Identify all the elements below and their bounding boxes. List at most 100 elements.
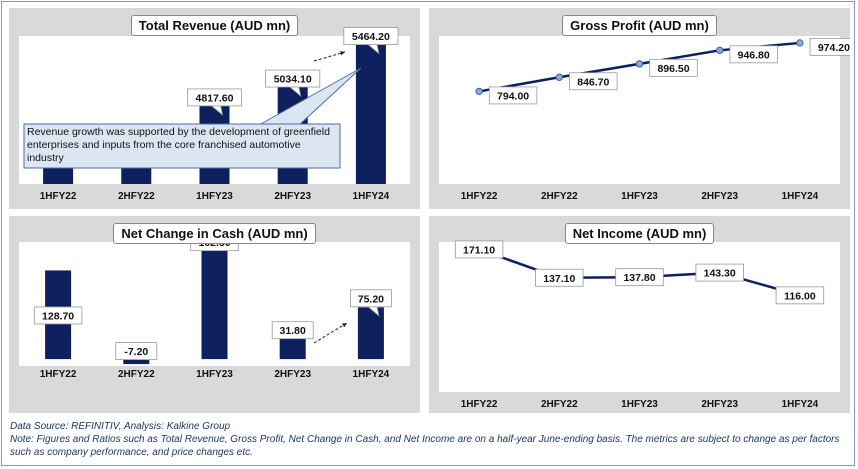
data-label: -7.20 — [124, 346, 148, 358]
point-value-label: 794.00 — [488, 86, 538, 105]
label-box — [454, 240, 504, 259]
point-value-label: 846.70 — [569, 72, 618, 91]
data-point — [475, 87, 483, 96]
point-value-label: 171.10 — [454, 240, 504, 259]
gross-profit-chart: 794.00 1HFY22 846.70 2HFY22 896.50 1HFY23 946.… — [439, 36, 850, 202]
x-tick-label: 2HFY22 — [541, 399, 578, 410]
footnote: Note: Figures and Ratios such as Total R… — [10, 434, 840, 458]
chart-title: Net Change in Cash (AUD mn) — [113, 223, 316, 244]
label-box — [775, 286, 825, 305]
total-revenue-chart: 4215.401HFY224326.102HFY224817.601HFY235… — [19, 27, 410, 202]
chart-title: Gross Profit (AUD mn) — [562, 15, 717, 36]
x-tick-label: 2HFY22 — [541, 191, 578, 202]
footer: Data Source: REFINITIV, Analysis: Kalkin… — [10, 420, 850, 459]
net-change-cash-chart: 128.701HFY22-7.202HFY22162.501HFY2331.80… — [19, 233, 410, 380]
x-tick-label: 1HFY22 — [461, 191, 498, 202]
label-box — [33, 306, 83, 325]
chart-title: Net Income (AUD mn) — [564, 223, 715, 244]
bar-value-label: -7.20 — [115, 342, 158, 361]
x-tick-label: 1HFY23 — [196, 191, 233, 202]
plot-area — [439, 242, 840, 392]
data-label: 137.10 — [543, 273, 575, 285]
point-value-label: 896.50 — [649, 58, 698, 77]
x-tick-label: 1HFY23 — [621, 191, 658, 202]
data-label: 5034.10 — [274, 74, 312, 86]
data-label: 116.00 — [784, 290, 816, 302]
chart-title: Total Revenue (AUD mn) — [130, 15, 299, 36]
label-box — [349, 289, 392, 308]
bar-value-label: 128.70 — [33, 306, 83, 325]
data-label: 171.10 — [463, 244, 495, 256]
point-value-label: 946.80 — [729, 45, 778, 64]
net-income-chart: 171.10 1HFY22 137.10 2HFY22 137.80 1HFY23 143.… — [439, 240, 840, 410]
annotation: Revenue growth was supported by the deve… — [27, 126, 330, 164]
annotation-text: Revenue growth was supported by the deve… — [27, 126, 330, 164]
data-label: 846.70 — [577, 76, 609, 88]
data-label: 128.70 — [42, 310, 74, 322]
annotation-box — [23, 123, 341, 169]
label-box — [615, 268, 664, 287]
plot-area — [439, 36, 840, 184]
bar — [279, 337, 306, 360]
bar-value-label: 31.80 — [271, 321, 314, 340]
x-tick-label: 2HFY22 — [118, 369, 155, 380]
bar-value-label: 5464.20 — [343, 27, 399, 55]
label-box — [488, 86, 538, 105]
x-tick-label: 1HFY24 — [353, 369, 390, 380]
x-tick-label: 1HFY24 — [782, 399, 819, 410]
x-tick-label: 2HFY23 — [701, 399, 738, 410]
data-source: Data Source: REFINITIV, Analysis: Kalkin… — [10, 421, 231, 432]
total-revenue-panel: 4215.401HFY224326.102HFY224817.601HFY235… — [9, 8, 420, 209]
label-box — [271, 321, 314, 340]
point-value-label: 974.20 — [809, 38, 850, 56]
data-label: 896.50 — [657, 63, 689, 75]
data-label: 31.80 — [280, 325, 306, 337]
x-tick-label: 1HFY22 — [40, 369, 77, 380]
data-point — [796, 39, 804, 47]
net-income-panel: 171.10 1HFY22 137.10 2HFY22 137.80 1HFY23 143.… — [429, 216, 850, 413]
label-box — [809, 38, 850, 56]
bar — [355, 39, 386, 185]
x-tick-label: 2HFY22 — [118, 191, 155, 202]
x-tick-label: 2HFY23 — [274, 369, 311, 380]
x-tick-label: 1HFY24 — [782, 191, 819, 202]
data-label: 137.80 — [623, 272, 655, 284]
data-label: 75.20 — [358, 293, 384, 305]
net-change-cash-panel: 128.701HFY22-7.202HFY22162.501HFY2331.80… — [9, 216, 420, 413]
data-point — [635, 60, 644, 68]
x-tick-label: 2HFY23 — [274, 191, 311, 202]
point-value-label: 137.10 — [535, 268, 584, 287]
bar-value-label: 75.20 — [349, 289, 392, 317]
bar — [201, 247, 228, 360]
point-value-label: 143.30 — [695, 263, 744, 282]
x-tick-label: 1HFY23 — [196, 369, 233, 380]
label-box — [569, 72, 618, 91]
arrow-head — [340, 51, 345, 56]
data-label: 794.00 — [497, 90, 529, 102]
label-box — [729, 45, 778, 64]
x-tick-label: 2HFY23 — [701, 191, 738, 202]
trend-arrow — [313, 322, 348, 344]
data-label: 143.30 — [704, 268, 736, 280]
bar-value-label: 4817.60 — [186, 88, 242, 116]
data-label: 4817.60 — [196, 92, 234, 104]
label-box — [535, 268, 584, 287]
label-box — [265, 69, 321, 88]
data-label: 946.80 — [738, 49, 770, 61]
data-label: 974.20 — [818, 42, 850, 54]
label-box — [695, 263, 744, 282]
label-box — [343, 27, 399, 46]
data-point — [716, 46, 724, 55]
label-box — [115, 342, 158, 361]
bar — [123, 359, 150, 365]
x-tick-label: 1HFY22 — [461, 399, 498, 410]
label-box — [186, 88, 242, 107]
bar — [357, 307, 384, 360]
point-value-label: 137.80 — [615, 268, 664, 287]
point-value-label: 116.00 — [775, 286, 825, 305]
arrow-head — [342, 323, 347, 328]
data-label: 5464.20 — [352, 31, 390, 43]
gross-profit-panel: 794.00 1HFY22 846.70 2HFY22 896.50 1HFY23 946.… — [429, 8, 850, 209]
data-point — [555, 73, 564, 81]
